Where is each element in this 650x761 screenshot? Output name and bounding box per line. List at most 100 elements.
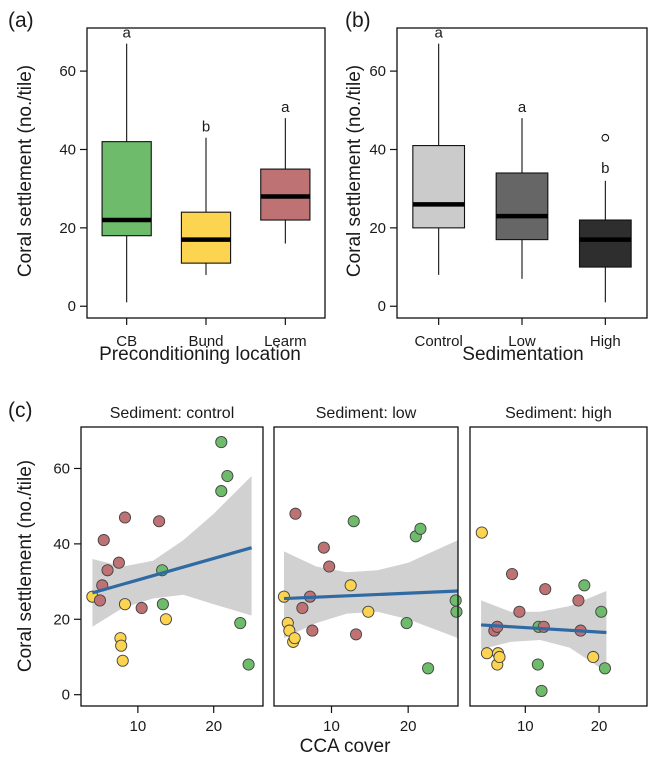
data-point-learm: [513, 605, 526, 618]
x-tick-label: 10: [517, 718, 534, 735]
data-point-bund: [159, 613, 172, 626]
box-low: [495, 172, 549, 241]
panel-a-label: (a): [8, 9, 34, 32]
data-point-learm: [296, 601, 309, 615]
x-tick-label: Learm: [264, 333, 307, 350]
panel-b-x-axis-title: Sedimentation: [462, 344, 583, 365]
outlier-point: [601, 133, 610, 142]
x-tick-label: 20: [400, 718, 417, 735]
data-point-cb: [598, 662, 612, 675]
data-point-learm: [306, 624, 319, 637]
data-point-bund: [493, 650, 506, 664]
data-point-bund: [362, 605, 375, 618]
data-point-cb: [156, 598, 169, 611]
facet-frame: [273, 426, 459, 707]
facet-frame: [80, 426, 264, 707]
significance-letter: a: [122, 25, 131, 42]
data-point-cb: [578, 579, 591, 592]
x-tick-label: High: [590, 333, 621, 350]
data-point-learm: [118, 511, 132, 524]
data-point-learm: [101, 564, 114, 577]
data-point-cb: [234, 617, 247, 630]
panel-a-x-axis-title: Preconditioning location: [99, 344, 301, 365]
data-point-cb: [422, 662, 435, 675]
data-point-learm: [153, 515, 166, 528]
data-point-cb: [215, 485, 228, 498]
data-point-learm: [93, 594, 107, 607]
data-point-bund: [475, 526, 488, 539]
panel-a-plot-area: 0 20 40 60 CB a Bund b Learm a: [59, 25, 326, 350]
data-point-learm: [539, 583, 552, 596]
x-tick-label: Control: [414, 333, 462, 350]
y-tick-label: 40: [53, 536, 70, 553]
data-point-cb: [221, 469, 234, 483]
panel-a-y-axis-title: Coral settlement (no./tile): [15, 65, 36, 277]
data-point-bund: [277, 590, 291, 603]
panel-a: (a) Coral settlement (no./tile) Precondi…: [8, 9, 326, 365]
data-point-cb: [347, 515, 360, 528]
y-tick-label: 20: [369, 220, 386, 237]
panel-b-plot-area: 0 20 40 60 Control a Low a High b: [369, 25, 648, 350]
facet-1: Sediment: control 10 20: [80, 405, 264, 735]
data-point-bund: [288, 632, 301, 645]
significance-letter: a: [518, 99, 527, 116]
data-point-cb: [535, 684, 548, 697]
data-point-learm: [135, 601, 148, 615]
box-high: [578, 219, 632, 268]
significance-letter: b: [202, 119, 210, 136]
data-point-bund: [587, 650, 600, 664]
y-tick-label: 60: [59, 63, 76, 80]
y-tick-label: 20: [59, 220, 76, 237]
data-point-bund: [118, 598, 132, 611]
data-point-cb: [531, 658, 544, 671]
facet-2: Sediment: low 10 20: [273, 405, 463, 735]
y-tick-label: 60: [369, 63, 386, 80]
regression-line: [91, 546, 253, 595]
panel-b-label: (b): [345, 9, 371, 32]
data-point-cb: [450, 605, 463, 618]
data-point-learm: [97, 534, 110, 547]
data-point-cb: [595, 605, 608, 618]
x-tick-label: CB: [116, 333, 137, 350]
data-point-learm: [537, 620, 550, 633]
y-tick-label: 0: [378, 298, 386, 315]
panel-c-label: (c): [8, 399, 33, 422]
data-point-learm: [323, 560, 336, 573]
x-tick-label: Low: [508, 333, 536, 350]
y-tick-label: 60: [53, 460, 70, 477]
data-point-bund: [116, 654, 129, 667]
significance-letter: a: [281, 99, 290, 116]
regression-line: [480, 623, 607, 635]
panel-c-y-axis-title: Coral settlement (no./tile): [15, 460, 36, 672]
confidence-band: [92, 476, 252, 627]
confidence-band: [284, 540, 458, 639]
y-tick-label: 0: [62, 687, 70, 704]
significance-letter: a: [434, 25, 443, 42]
data-point-learm: [572, 594, 585, 607]
data-point-learm: [505, 567, 519, 581]
facet-strip-label: Sediment: high: [505, 405, 612, 422]
facet-3: Sediment: high 10 20: [469, 405, 648, 735]
data-point-learm: [289, 507, 302, 520]
significance-letter: b: [601, 160, 609, 177]
data-point-bund: [115, 639, 128, 652]
x-tick-label: 20: [205, 718, 222, 735]
facet-strip-label: Sediment: low: [316, 405, 417, 422]
y-tick-label: 40: [59, 141, 76, 158]
facet-strip-label: Sediment: control: [110, 405, 235, 422]
x-tick-label: 10: [130, 718, 147, 735]
data-point-cb: [215, 436, 228, 449]
data-point-bund: [480, 647, 494, 660]
data-point-learm: [349, 628, 363, 641]
data-point-learm: [112, 556, 125, 569]
data-point-bund: [344, 579, 357, 592]
panel-b-y-axis-title: Coral settlement (no./tile): [344, 65, 365, 277]
panel-c: (c) Coral settlement (no./tile) CCA cove…: [8, 399, 648, 757]
y-tick-label: 40: [369, 141, 386, 158]
x-tick-label: Bund: [188, 333, 223, 350]
x-tick-label: 10: [323, 718, 340, 735]
y-tick-label: 20: [53, 611, 70, 628]
box-control: [412, 145, 466, 229]
